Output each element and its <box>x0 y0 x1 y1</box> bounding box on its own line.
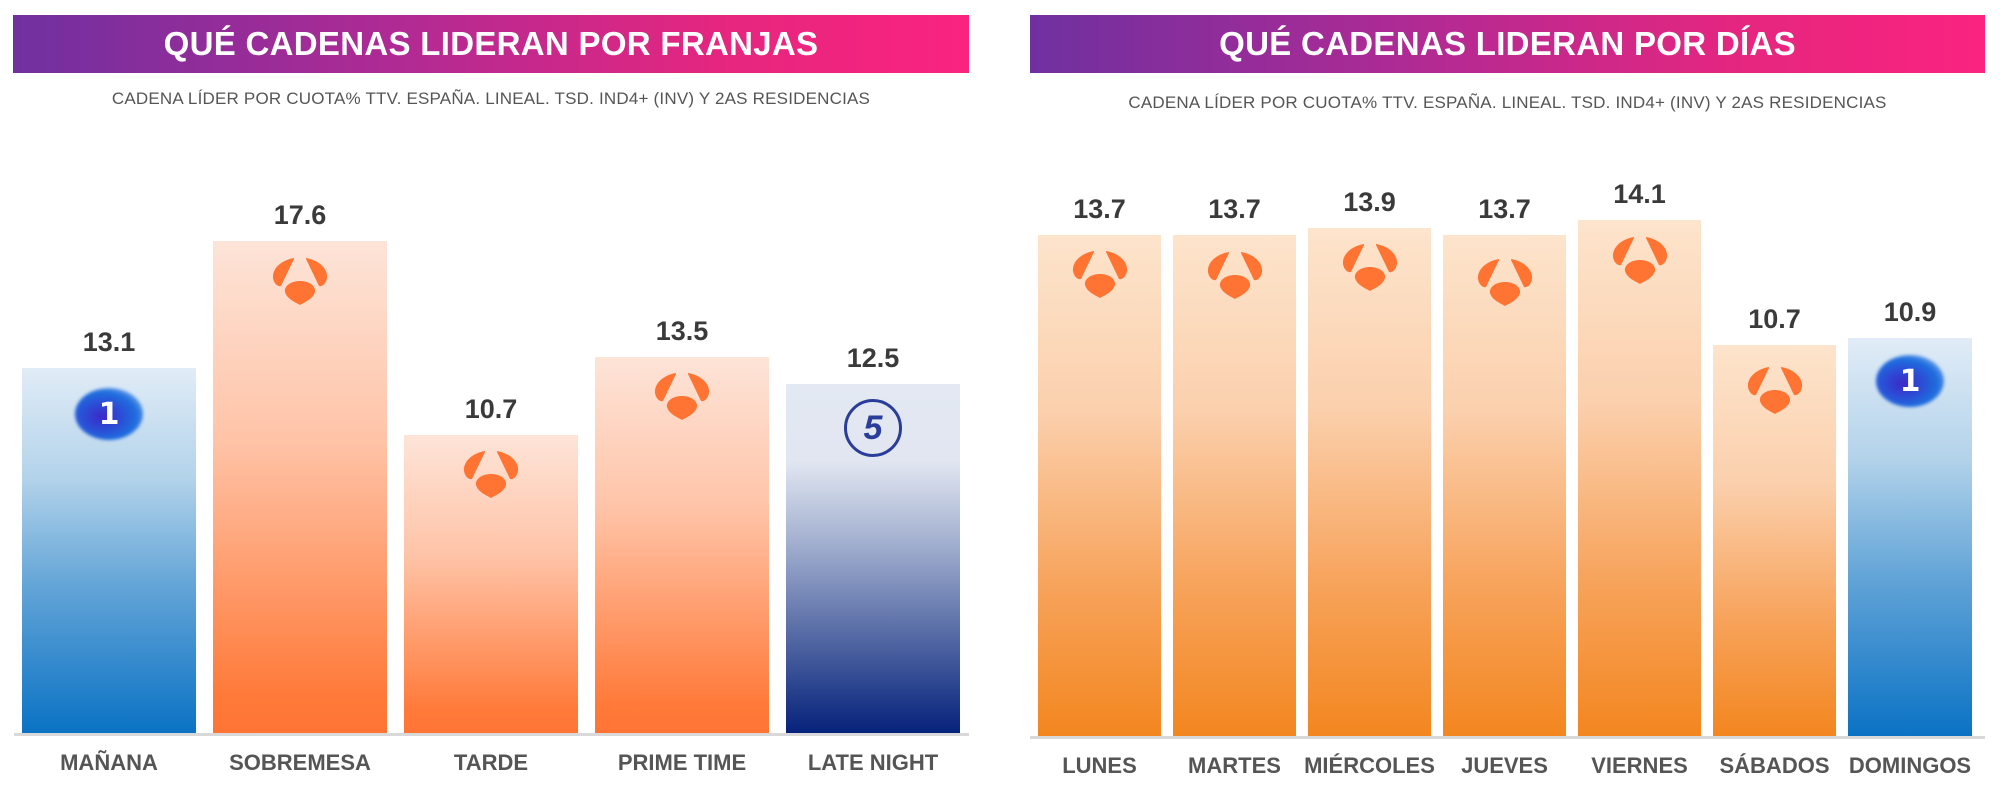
bar-value-jueves: 13.7 <box>1478 194 1531 224</box>
right-chart-panel: QUÉ CADENAS LIDERAN POR DÍAS CADENA LÍDE… <box>1000 0 2000 797</box>
category-label-martes: MARTES <box>1188 753 1281 778</box>
bar-value-miercoles: 13.9 <box>1343 187 1396 217</box>
bar-miercoles <box>1308 228 1431 737</box>
category-label-miercoles: MIÉRCOLES <box>1304 753 1435 778</box>
bar-viernes <box>1578 220 1701 737</box>
left-chart-subtitle: CADENA LÍDER POR CUOTA% TTV. ESPAÑA. LIN… <box>111 89 871 108</box>
bar-value-tarde: 10.7 <box>464 394 518 424</box>
category-label-viernes: VIERNES <box>1591 753 1688 778</box>
bar-tarde <box>404 435 578 734</box>
bar-value-sabados: 10.7 <box>1748 304 1801 334</box>
category-label-prime-time: PRIME TIME <box>617 750 747 775</box>
category-label-sobremesa: SOBREMESA <box>229 750 371 775</box>
category-label-domingos: DOMINGOS <box>1848 753 1972 778</box>
category-label-tarde: TARDE <box>453 750 529 775</box>
bar-martes <box>1173 235 1296 737</box>
antena3-logo-icon <box>652 371 712 421</box>
antena3-logo-icon <box>1070 249 1130 299</box>
bar-prime-time <box>595 357 769 734</box>
antena3-logo-icon <box>1205 250 1265 300</box>
bar-late-night: 5 <box>786 384 960 734</box>
telecinco-logo-icon: 5 <box>844 399 902 457</box>
left-x-axis <box>14 733 969 736</box>
category-label-late-night: LATE NIGHT <box>807 750 939 775</box>
bar-value-martes: 13.7 <box>1208 194 1261 224</box>
antena3-logo-icon <box>461 449 521 499</box>
antena3-logo-icon <box>1340 242 1400 292</box>
left-chart-panel: QUÉ CADENAS LIDERAN POR FRANJAS CADENA L… <box>13 15 969 775</box>
bar-value-prime-time: 13.5 <box>655 316 709 346</box>
bar-lunes <box>1038 235 1161 737</box>
category-label-lunes: LUNES <box>1062 753 1137 778</box>
bar-value-viernes: 14.1 <box>1613 179 1666 209</box>
category-label-manana: MAÑANA <box>60 750 158 775</box>
left-chart-title: QUÉ CADENAS LIDERAN POR FRANJAS <box>13 15 969 73</box>
bar-domingos: 1 <box>1848 338 1972 737</box>
la1-logo-icon: 1 <box>75 388 143 440</box>
bar-sabados <box>1713 345 1836 737</box>
bar-value-manana: 13.1 <box>82 327 136 357</box>
antena3-logo-icon <box>1745 365 1805 415</box>
antena3-logo-icon <box>270 256 330 306</box>
antena3-logo-icon <box>1475 257 1535 307</box>
la1-logo-icon: 1 <box>1876 355 1944 407</box>
right-x-axis <box>1030 736 1985 739</box>
bar-value-late-night: 12.5 <box>846 343 900 373</box>
right-chart-title: QUÉ CADENAS LIDERAN POR DÍAS <box>1030 15 1985 73</box>
category-label-sabados: SÁBADOS <box>1719 753 1830 778</box>
right-chart-subtitle: CADENA LÍDER POR CUOTA% TTV. ESPAÑA. LIN… <box>1128 93 1887 112</box>
antena3-logo-icon <box>1610 235 1670 285</box>
bar-value-domingos: 10.9 <box>1883 297 1937 327</box>
bar-jueves <box>1443 235 1566 737</box>
bar-value-sobremesa: 17.6 <box>273 200 327 230</box>
bar-sobremesa <box>213 241 387 734</box>
bar-manana: 1 <box>22 368 196 734</box>
bar-value-lunes: 13.7 <box>1073 194 1126 224</box>
category-label-jueves: JUEVES <box>1461 753 1548 778</box>
